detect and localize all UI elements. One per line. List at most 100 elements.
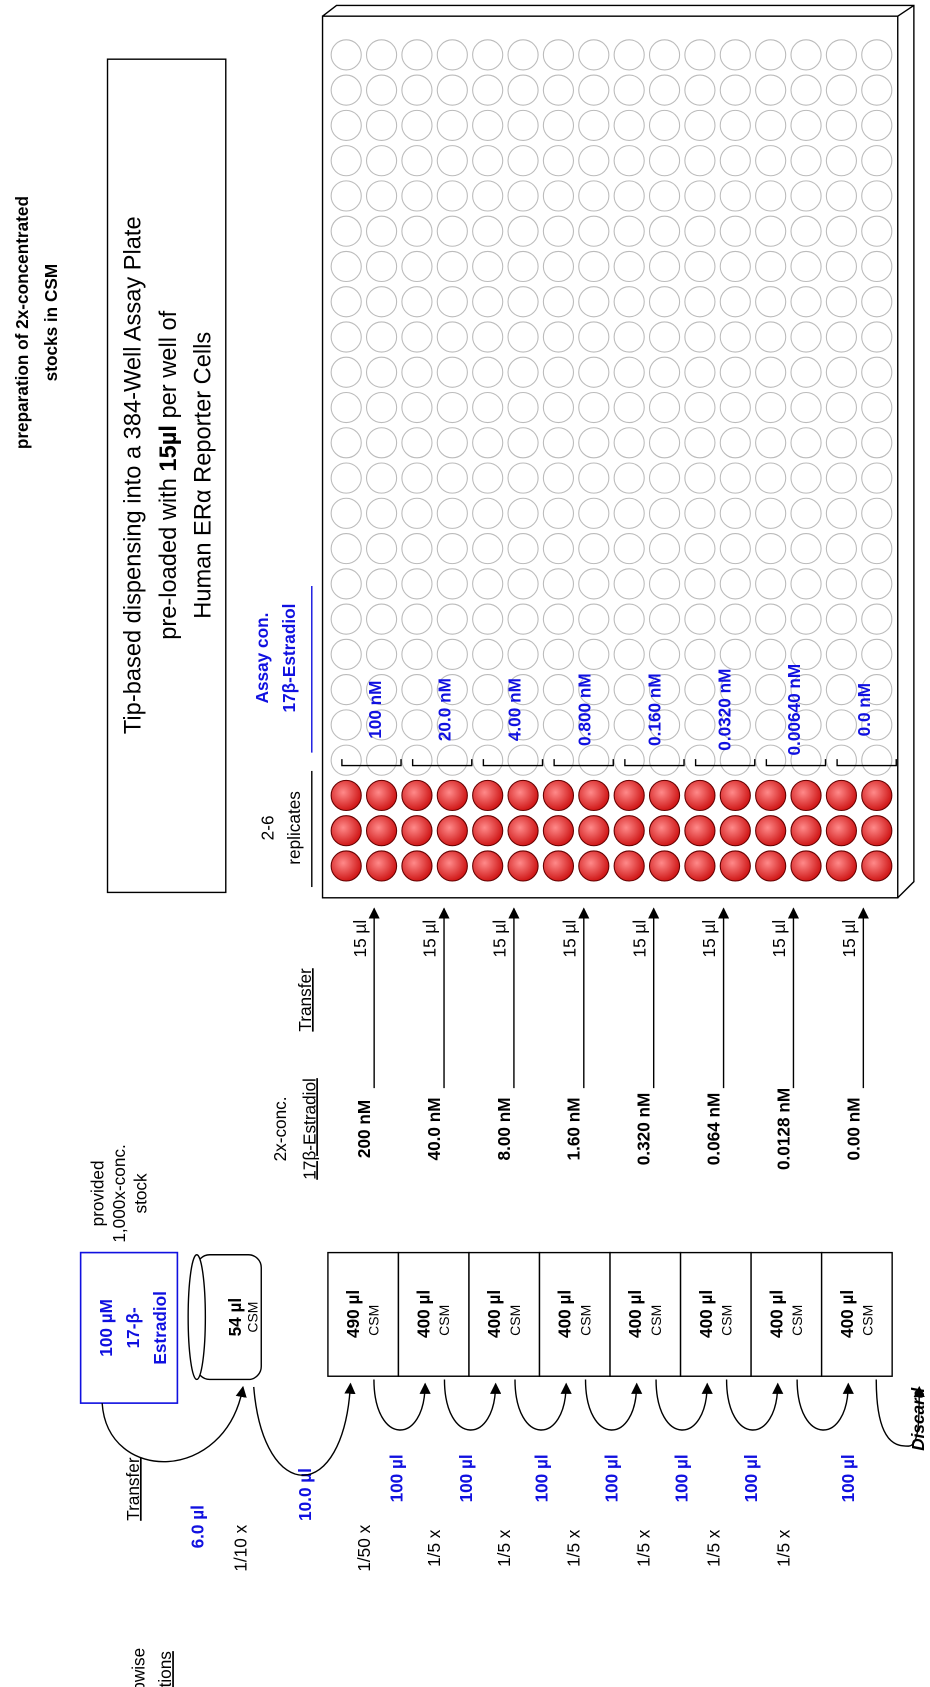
replicate-bracket (553, 759, 614, 767)
assay-conc: 0.0320 nM (714, 669, 734, 751)
well (613, 356, 645, 388)
well (719, 462, 751, 494)
well (861, 462, 893, 494)
well (861, 744, 893, 776)
filled-well (825, 850, 857, 882)
plate-transfer-volume: 15 µl (699, 920, 719, 958)
well (472, 568, 504, 600)
well (825, 321, 857, 353)
well (330, 74, 362, 106)
well (790, 568, 822, 600)
well (507, 709, 539, 741)
well (436, 391, 468, 424)
well (507, 427, 539, 459)
plate-transfer-volume: 15 µl (350, 920, 370, 958)
stock-2x: 8.00 nM (494, 1097, 514, 1160)
plate-transfer-volume: 15 µl (629, 920, 649, 958)
well (542, 462, 575, 494)
transfer-volume: 100 µl (456, 1454, 476, 1502)
well (790, 462, 822, 494)
well (613, 744, 645, 776)
well (578, 145, 610, 177)
tube (750, 1251, 823, 1377)
tube (609, 1251, 682, 1377)
well (365, 709, 398, 741)
well (719, 638, 751, 670)
well (684, 391, 716, 424)
well (330, 356, 362, 388)
well (365, 674, 398, 706)
well (755, 286, 787, 318)
tube-volume: 400 µl (837, 1290, 857, 1338)
well (861, 39, 893, 71)
well (613, 321, 645, 353)
well (542, 250, 575, 283)
tube-volume: 400 µl (484, 1290, 504, 1338)
filled-well (719, 850, 751, 882)
well (542, 109, 575, 142)
well (401, 497, 433, 529)
well (365, 145, 398, 177)
well (825, 39, 857, 71)
filled-well (436, 815, 468, 847)
replicate-bracket (411, 759, 473, 767)
well (790, 744, 822, 776)
well (861, 145, 893, 177)
well (719, 321, 751, 353)
well (401, 638, 433, 670)
well (542, 532, 575, 565)
well (684, 568, 716, 600)
plate-transfer-volume: 15 µl (559, 920, 579, 958)
tube-volume: 400 µl (555, 1290, 575, 1338)
well (825, 180, 857, 212)
stock-box (79, 1251, 179, 1404)
well (542, 603, 575, 635)
title: preparation of 2x-concentrated (12, 196, 32, 449)
well (436, 744, 468, 776)
assay-conc: 4.00 nM (505, 678, 525, 741)
well (507, 356, 539, 388)
well (790, 603, 822, 635)
well (719, 74, 751, 106)
stock-2x: 0.0128 nM (773, 1088, 793, 1170)
well (330, 286, 362, 318)
well (825, 744, 857, 776)
well (648, 391, 681, 424)
well (825, 145, 857, 177)
dilution-factor: 1/5 x (564, 1529, 584, 1567)
well (648, 427, 681, 459)
plate-title-bold: 15µl (156, 425, 182, 472)
well (436, 532, 468, 565)
well (472, 321, 504, 353)
filled-well (365, 850, 398, 882)
well (790, 497, 822, 529)
filled-well (436, 779, 468, 812)
well (719, 391, 751, 424)
well (861, 427, 893, 459)
well (578, 462, 610, 494)
well (755, 568, 787, 600)
transfer-arrow (514, 1379, 572, 1431)
well (578, 250, 610, 283)
well (401, 427, 433, 459)
filled-well (365, 779, 398, 812)
well (613, 39, 645, 71)
well (472, 39, 504, 71)
well (755, 532, 787, 565)
well (401, 39, 433, 71)
well (790, 674, 822, 706)
well (861, 215, 893, 247)
well (365, 356, 398, 388)
assay-conc: 100 nM (365, 681, 385, 739)
well (578, 74, 610, 106)
filled-well (401, 779, 433, 812)
assay-conc: 0.00640 nM (784, 664, 804, 756)
tube-volume: 490 µl (343, 1290, 363, 1338)
tube (679, 1251, 752, 1377)
well (507, 462, 539, 494)
well (507, 180, 539, 212)
dilution-factor: 1/5 x (704, 1529, 724, 1567)
well (436, 603, 468, 635)
well (719, 568, 751, 600)
replicate-bracket (836, 759, 897, 767)
